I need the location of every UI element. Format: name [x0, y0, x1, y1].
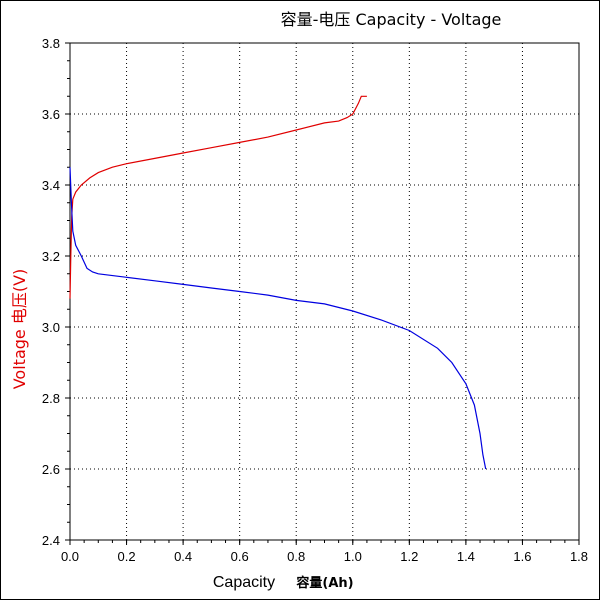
x-tick-label: 0.4	[174, 549, 192, 564]
x-tick-label: 0.8	[287, 549, 305, 564]
x-tick-label: 1.4	[457, 549, 475, 564]
chart-title: 容量-电压 Capacity - Voltage	[281, 10, 502, 29]
y-tick-label: 3.4	[42, 178, 60, 193]
x-tick-label: 0.0	[61, 549, 79, 564]
y-tick-label: 2.8	[42, 391, 60, 406]
y-tick-label: 3.0	[42, 320, 60, 335]
x-axis-label-cn: 容量(Ah)	[295, 575, 353, 591]
x-axis-label: Capacity	[213, 574, 275, 591]
y-tick-label: 3.6	[42, 107, 60, 122]
ticks-layer: 0.0 0.2 0.4 0.6 0.8 1.0 1.2 1.4 1.6 1.8 2.4 2.6 2.8 3…	[42, 36, 588, 564]
grid-layer	[70, 43, 579, 540]
x-tick-label: 0.2	[118, 549, 136, 564]
x-tick-label: 1.2	[400, 549, 418, 564]
y-tick-label: 2.6	[42, 462, 60, 477]
y-tick-label: 3.2	[42, 249, 60, 264]
x-tick-label: 1.0	[344, 549, 362, 564]
y-axis-label: Voltage 电压(V)	[10, 269, 29, 390]
x-tick-label: 0.6	[231, 549, 249, 564]
y-tick-label: 2.4	[42, 533, 60, 548]
plot-area-border	[69, 42, 580, 541]
x-tick-label: 1.6	[513, 549, 531, 564]
charge-curve	[69, 95, 367, 299]
series-layer	[69, 95, 487, 470]
x-tick-label: 1.8	[570, 549, 588, 564]
y-tick-label: 3.8	[42, 36, 60, 51]
discharge-curve	[69, 167, 487, 470]
